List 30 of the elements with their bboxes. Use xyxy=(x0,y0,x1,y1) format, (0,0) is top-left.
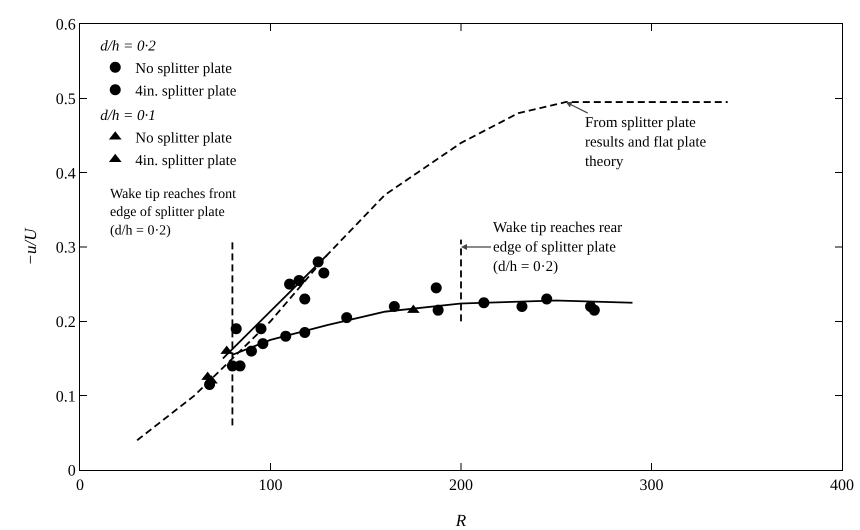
legend-label: 4in. splitter plate xyxy=(135,84,237,100)
x-tick-label: 300 xyxy=(640,477,664,494)
y-tick-label: 0.1 xyxy=(56,388,76,406)
x-tick-label: 100 xyxy=(258,477,282,494)
legend-label: No splitter plate xyxy=(135,61,232,78)
y-tick-label: 0.5 xyxy=(56,90,76,108)
point xyxy=(299,294,310,305)
legend-label: 4in. splitter plate xyxy=(135,153,237,170)
annotation: d/h = 0·1 xyxy=(100,108,156,124)
point xyxy=(284,278,296,290)
point xyxy=(318,268,330,279)
legend-label: No splitter plate xyxy=(135,130,232,147)
point xyxy=(516,300,528,312)
x-tick-label: 400 xyxy=(830,477,854,494)
y-tick-label: 0.4 xyxy=(56,165,76,182)
annotation: From splitter plate results and flat plate theory xyxy=(585,115,707,170)
x-axis-title: R xyxy=(454,511,467,530)
x-tick-label: 200 xyxy=(449,477,473,494)
point xyxy=(234,360,246,372)
y-tick-label: 0 xyxy=(68,462,76,480)
y-tick-label: 0.6 xyxy=(56,16,76,34)
point xyxy=(588,304,600,316)
annotation: Wake tip reaches front edge of splitter plate (d/h = 0·2) xyxy=(110,187,236,238)
y-tick-label: 0.3 xyxy=(56,240,76,257)
annotation: d/h = 0·2 xyxy=(100,38,156,55)
y-axis-title: −u/U xyxy=(21,226,40,266)
annotation: Wake tip reaches rear edge of splitter plate (d/h = 0·2) xyxy=(493,220,622,275)
y-tick-label: 0.2 xyxy=(56,314,76,331)
point xyxy=(430,282,442,294)
point xyxy=(230,323,242,334)
